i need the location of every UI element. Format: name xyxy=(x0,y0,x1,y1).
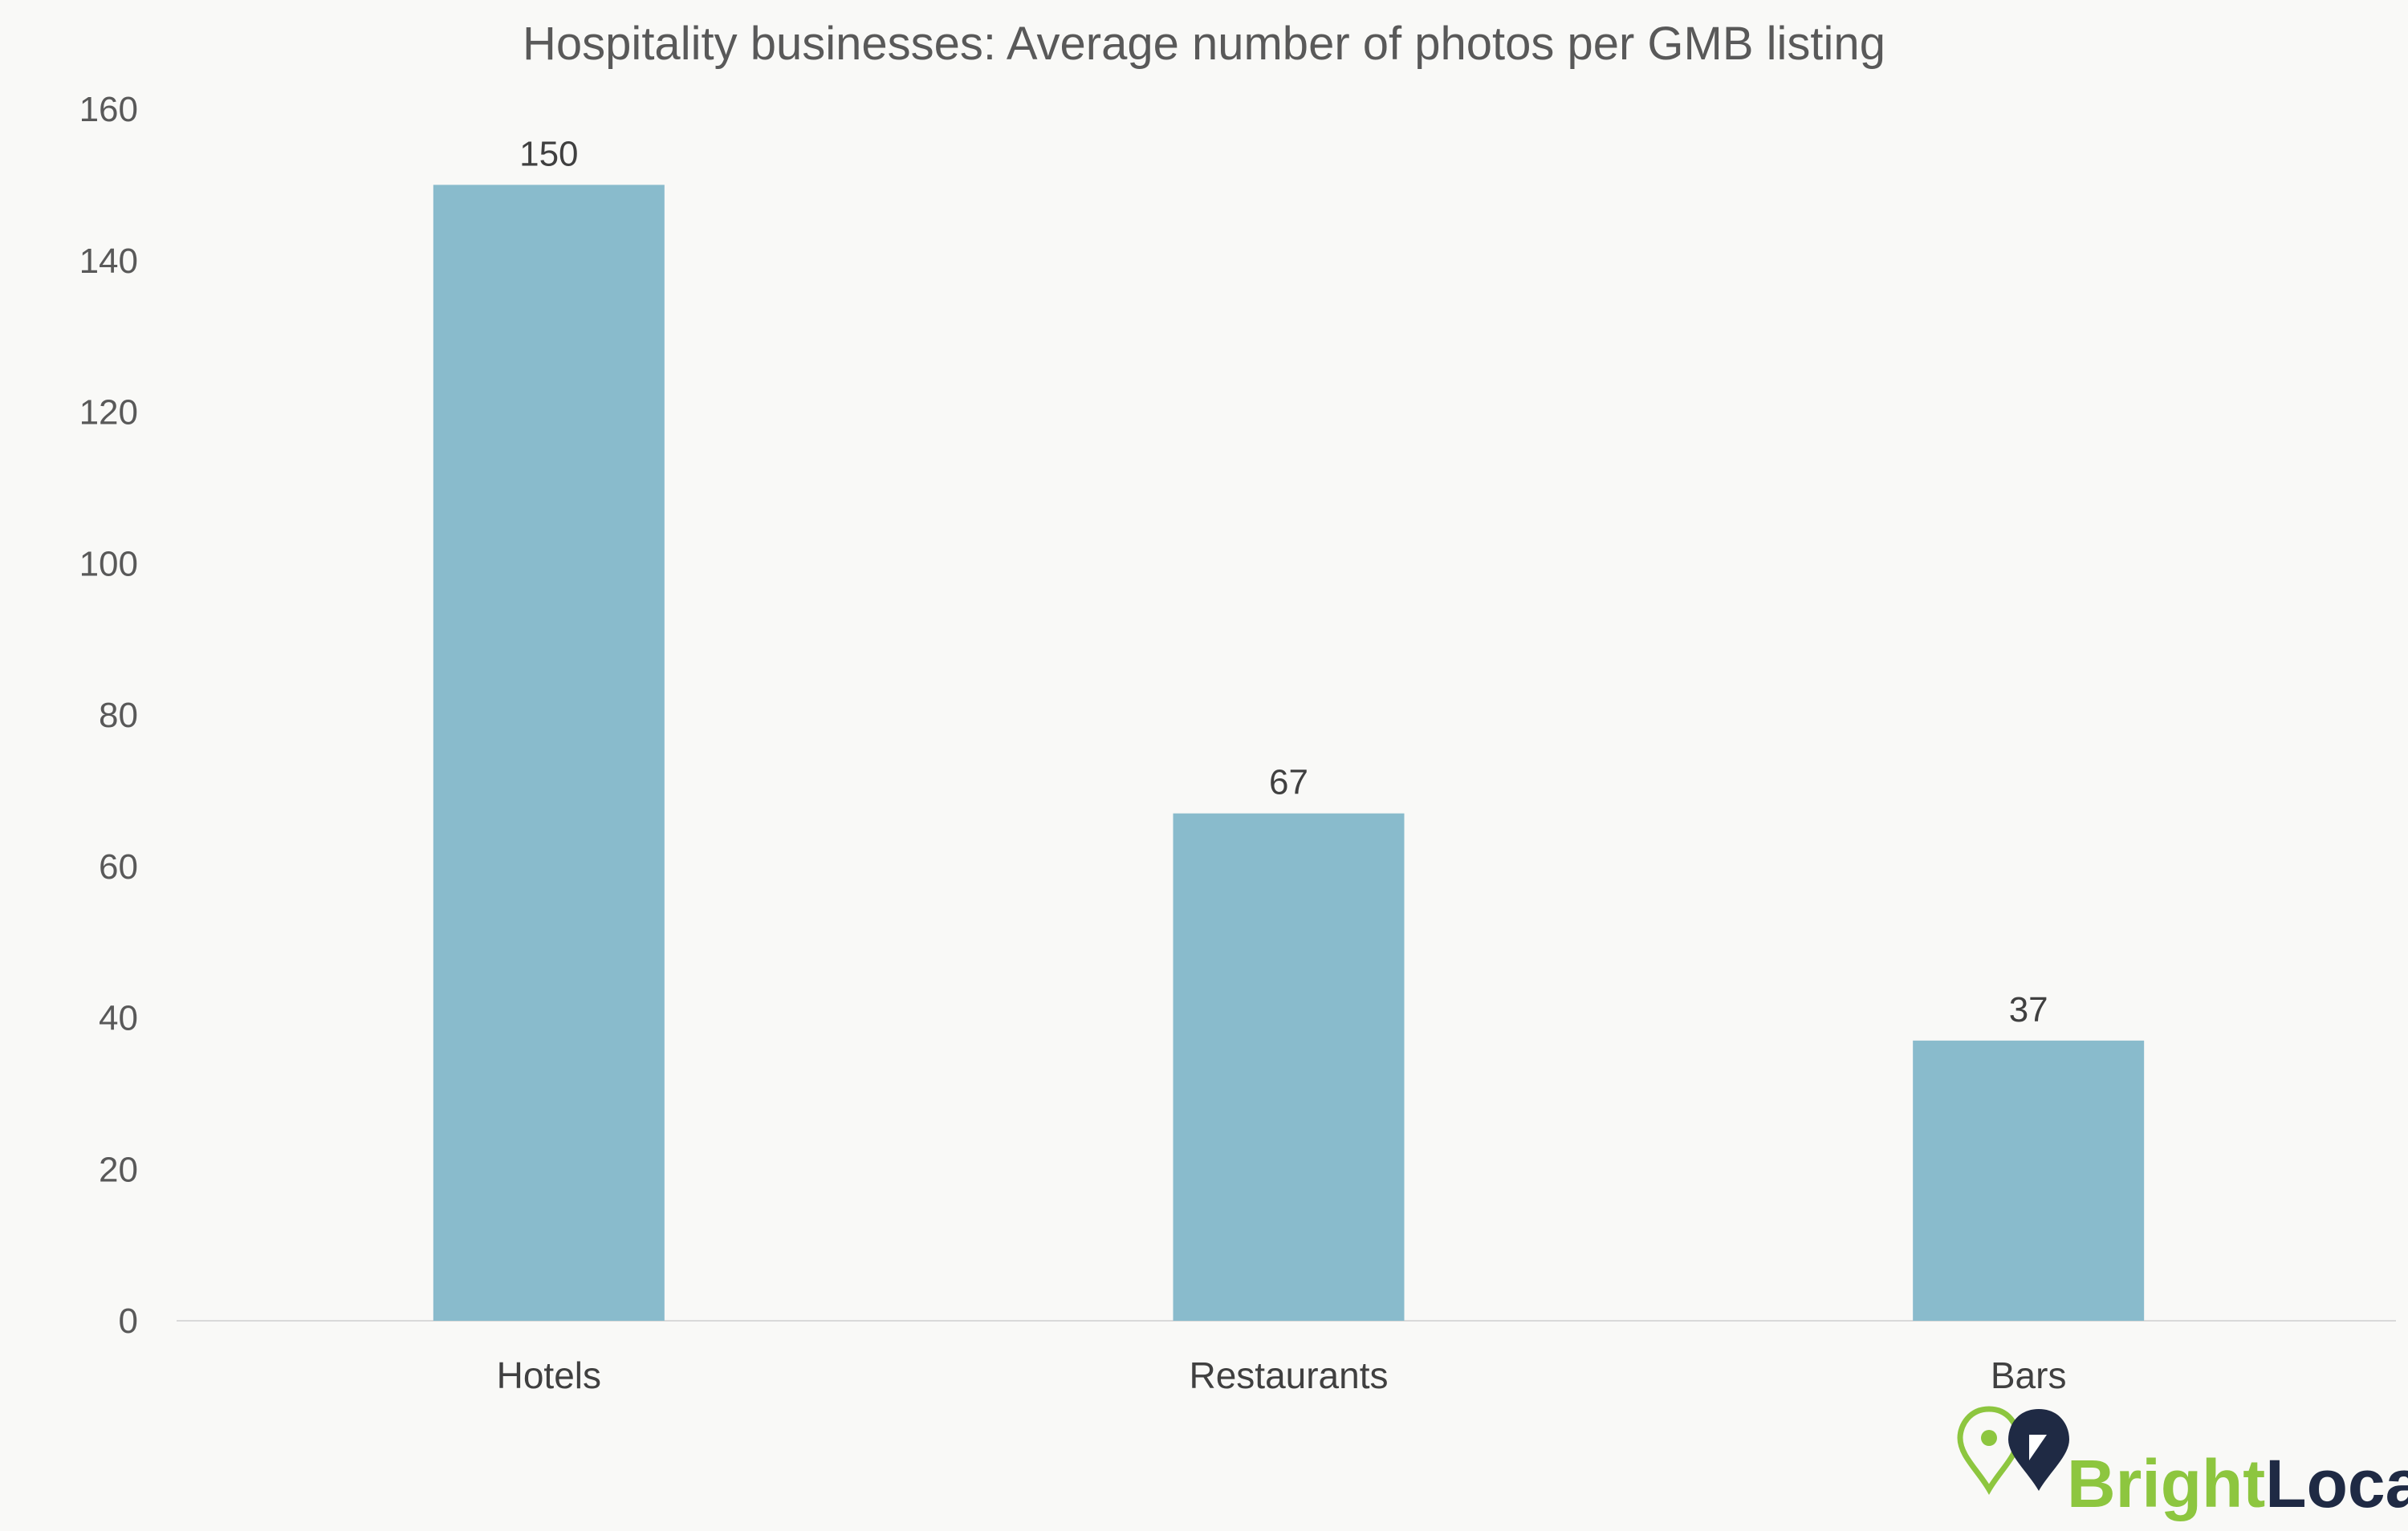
data-labels-group: 150 67 37 xyxy=(519,134,2048,1029)
y-tick-label: 140 xyxy=(79,242,138,281)
brightlocal-logo: BrightLocal xyxy=(1957,1406,2408,1521)
chart-title: Hospitality businesses: Average number o… xyxy=(523,18,1885,70)
y-tick-label: 80 xyxy=(99,696,138,735)
bar-restaurants xyxy=(1173,813,1405,1321)
x-tick-label: Restaurants xyxy=(1189,1354,1388,1396)
bars-group xyxy=(433,185,2145,1321)
x-tick-label: Bars xyxy=(1991,1354,2067,1396)
y-tick-label: 160 xyxy=(79,90,138,129)
brand-name-local: Local xyxy=(2265,1446,2408,1521)
y-tick-label: 60 xyxy=(99,847,138,887)
y-tick-label: 40 xyxy=(99,999,138,1038)
brand-name: BrightLocal xyxy=(2067,1446,2408,1521)
y-tick-label: 0 xyxy=(119,1302,138,1341)
x-tick-label: Hotels xyxy=(497,1354,601,1396)
bar-hotels xyxy=(433,185,665,1321)
y-tick-label: 100 xyxy=(79,544,138,583)
data-label: 150 xyxy=(519,134,578,173)
data-label: 67 xyxy=(1269,763,1308,802)
data-label: 37 xyxy=(2009,990,2048,1029)
brand-name-bright: Bright xyxy=(2067,1446,2265,1521)
bar-bars xyxy=(1913,1040,2145,1321)
y-tick-label: 120 xyxy=(79,393,138,432)
y-tick-label: 20 xyxy=(99,1150,138,1189)
y-axis: 0 20 40 60 80 100 120 140 160 xyxy=(79,90,138,1341)
x-axis: Hotels Restaurants Bars xyxy=(497,1354,2067,1396)
map-pin-dark-icon xyxy=(2008,1409,2069,1491)
